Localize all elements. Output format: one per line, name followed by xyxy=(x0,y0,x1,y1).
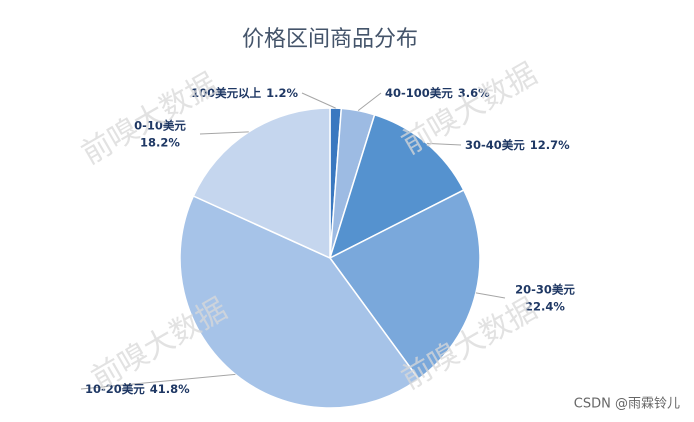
value-label: 12.7% xyxy=(530,138,570,152)
category-label: 0-10美元 xyxy=(134,119,186,133)
pie-slice xyxy=(192,107,331,260)
value-label: 22.4% xyxy=(525,300,565,314)
category-label: 40-100美元 xyxy=(385,86,453,100)
category-label: 30-40美元 xyxy=(465,138,525,152)
value-label: 41.8% xyxy=(150,382,190,396)
pie-slice xyxy=(328,189,481,381)
value-label: 3.6% xyxy=(458,86,490,100)
slice-label: 30-40美元 12.7% xyxy=(465,138,570,152)
pie-slice xyxy=(328,113,465,260)
category-label: 100美元以上 xyxy=(191,86,262,100)
pie-slice xyxy=(179,195,420,409)
leader-line xyxy=(80,373,236,390)
category-label: 10-20美元 xyxy=(85,382,145,396)
credit: CSDN @雨霖铃儿 xyxy=(574,397,680,412)
slice-label: 100美元以上 1.2% xyxy=(191,86,298,100)
leader-line xyxy=(199,131,249,135)
labels: 100美元以上 1.2% 40-100美元 3.6% 30-40美元 12.7% 20-30… xyxy=(80,86,575,396)
leader-line xyxy=(301,92,336,109)
chart-title: 价格区间商品分布 xyxy=(242,27,418,52)
slices xyxy=(179,107,481,409)
slice-label: 10-20美元 41.8% xyxy=(85,382,190,396)
leader-line xyxy=(426,142,462,146)
leader-line xyxy=(475,292,506,299)
category-label: 20-30美元 xyxy=(515,283,575,297)
value-label: 18.2% xyxy=(140,136,180,150)
watermark: 前嗅大数据 xyxy=(76,66,223,171)
value-label: 1.2% xyxy=(266,86,298,100)
leader-line xyxy=(357,92,382,112)
slice-label: 40-100美元 3.6% xyxy=(385,86,490,100)
